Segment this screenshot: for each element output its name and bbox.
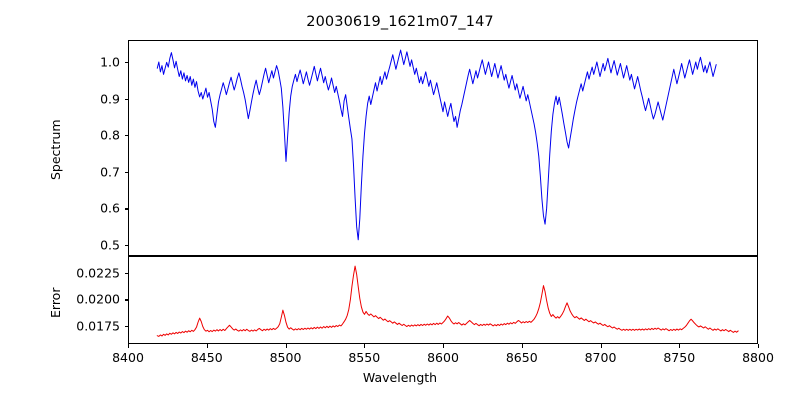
error-x-tick [128, 344, 130, 348]
error-y-tick [124, 326, 128, 328]
spectrum-y-tick [124, 245, 128, 247]
spectrum-y-ticklabel: 0.6 [100, 200, 120, 216]
error-x-tick [521, 344, 523, 348]
wavelength-axis-label: Wavelength [362, 370, 438, 385]
error-x-ticklabel: 8600 [427, 350, 459, 365]
spectrum-y-ticklabel: 1.0 [100, 54, 120, 70]
spectrum-trace-svg [129, 41, 757, 255]
error-x-ticklabel: 8550 [348, 350, 381, 365]
spectrum-plot-area [128, 40, 758, 256]
spectrum-y-ticklabel: 0.9 [100, 91, 120, 107]
error-x-tick [364, 344, 366, 348]
error-x-tick [206, 344, 208, 348]
error-x-tick [285, 344, 287, 348]
error-axis-label: Error [48, 287, 63, 318]
error-line [157, 266, 738, 336]
error-plot-area [128, 256, 758, 344]
error-y-ticklabel: 0.0200 [76, 291, 120, 307]
spectrum-y-tick [124, 208, 128, 210]
error-x-ticklabel: 8450 [190, 350, 223, 365]
error-x-ticklabel: 8750 [663, 350, 696, 365]
error-x-ticklabel: 8700 [584, 350, 617, 365]
error-y-tick [124, 272, 128, 274]
spectrum-y-ticklabel: 0.8 [100, 127, 120, 143]
figure-title: 20030619_1621m07_147 [306, 14, 494, 30]
error-x-tick [443, 344, 445, 348]
error-x-ticklabel: 8650 [505, 350, 538, 365]
error-x-ticklabel: 8800 [742, 350, 774, 365]
spectrum-y-tick [124, 135, 128, 137]
spectrum-y-ticklabel: 0.7 [100, 164, 120, 180]
spectrum-y-ticklabel: 0.5 [100, 237, 120, 253]
error-y-ticklabel: 0.0175 [76, 318, 120, 334]
error-x-tick [600, 344, 602, 348]
spectrum-axis-label: Spectrum [48, 119, 63, 180]
error-x-ticklabel: 8500 [269, 350, 302, 365]
spectrum-y-tick [124, 171, 128, 173]
error-x-tick [758, 344, 760, 348]
spectrum-line [157, 50, 716, 240]
error-trace-svg [129, 257, 757, 343]
error-y-tick [124, 299, 128, 301]
spectrum-y-tick [124, 61, 128, 64]
error-x-tick [679, 344, 681, 348]
error-y-ticklabel: 0.0225 [76, 265, 120, 281]
error-x-ticklabel: 8400 [112, 350, 144, 365]
spectrum-y-tick [124, 98, 128, 100]
